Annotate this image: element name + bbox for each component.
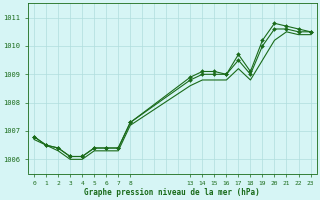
X-axis label: Graphe pression niveau de la mer (hPa): Graphe pression niveau de la mer (hPa) — [84, 188, 260, 197]
